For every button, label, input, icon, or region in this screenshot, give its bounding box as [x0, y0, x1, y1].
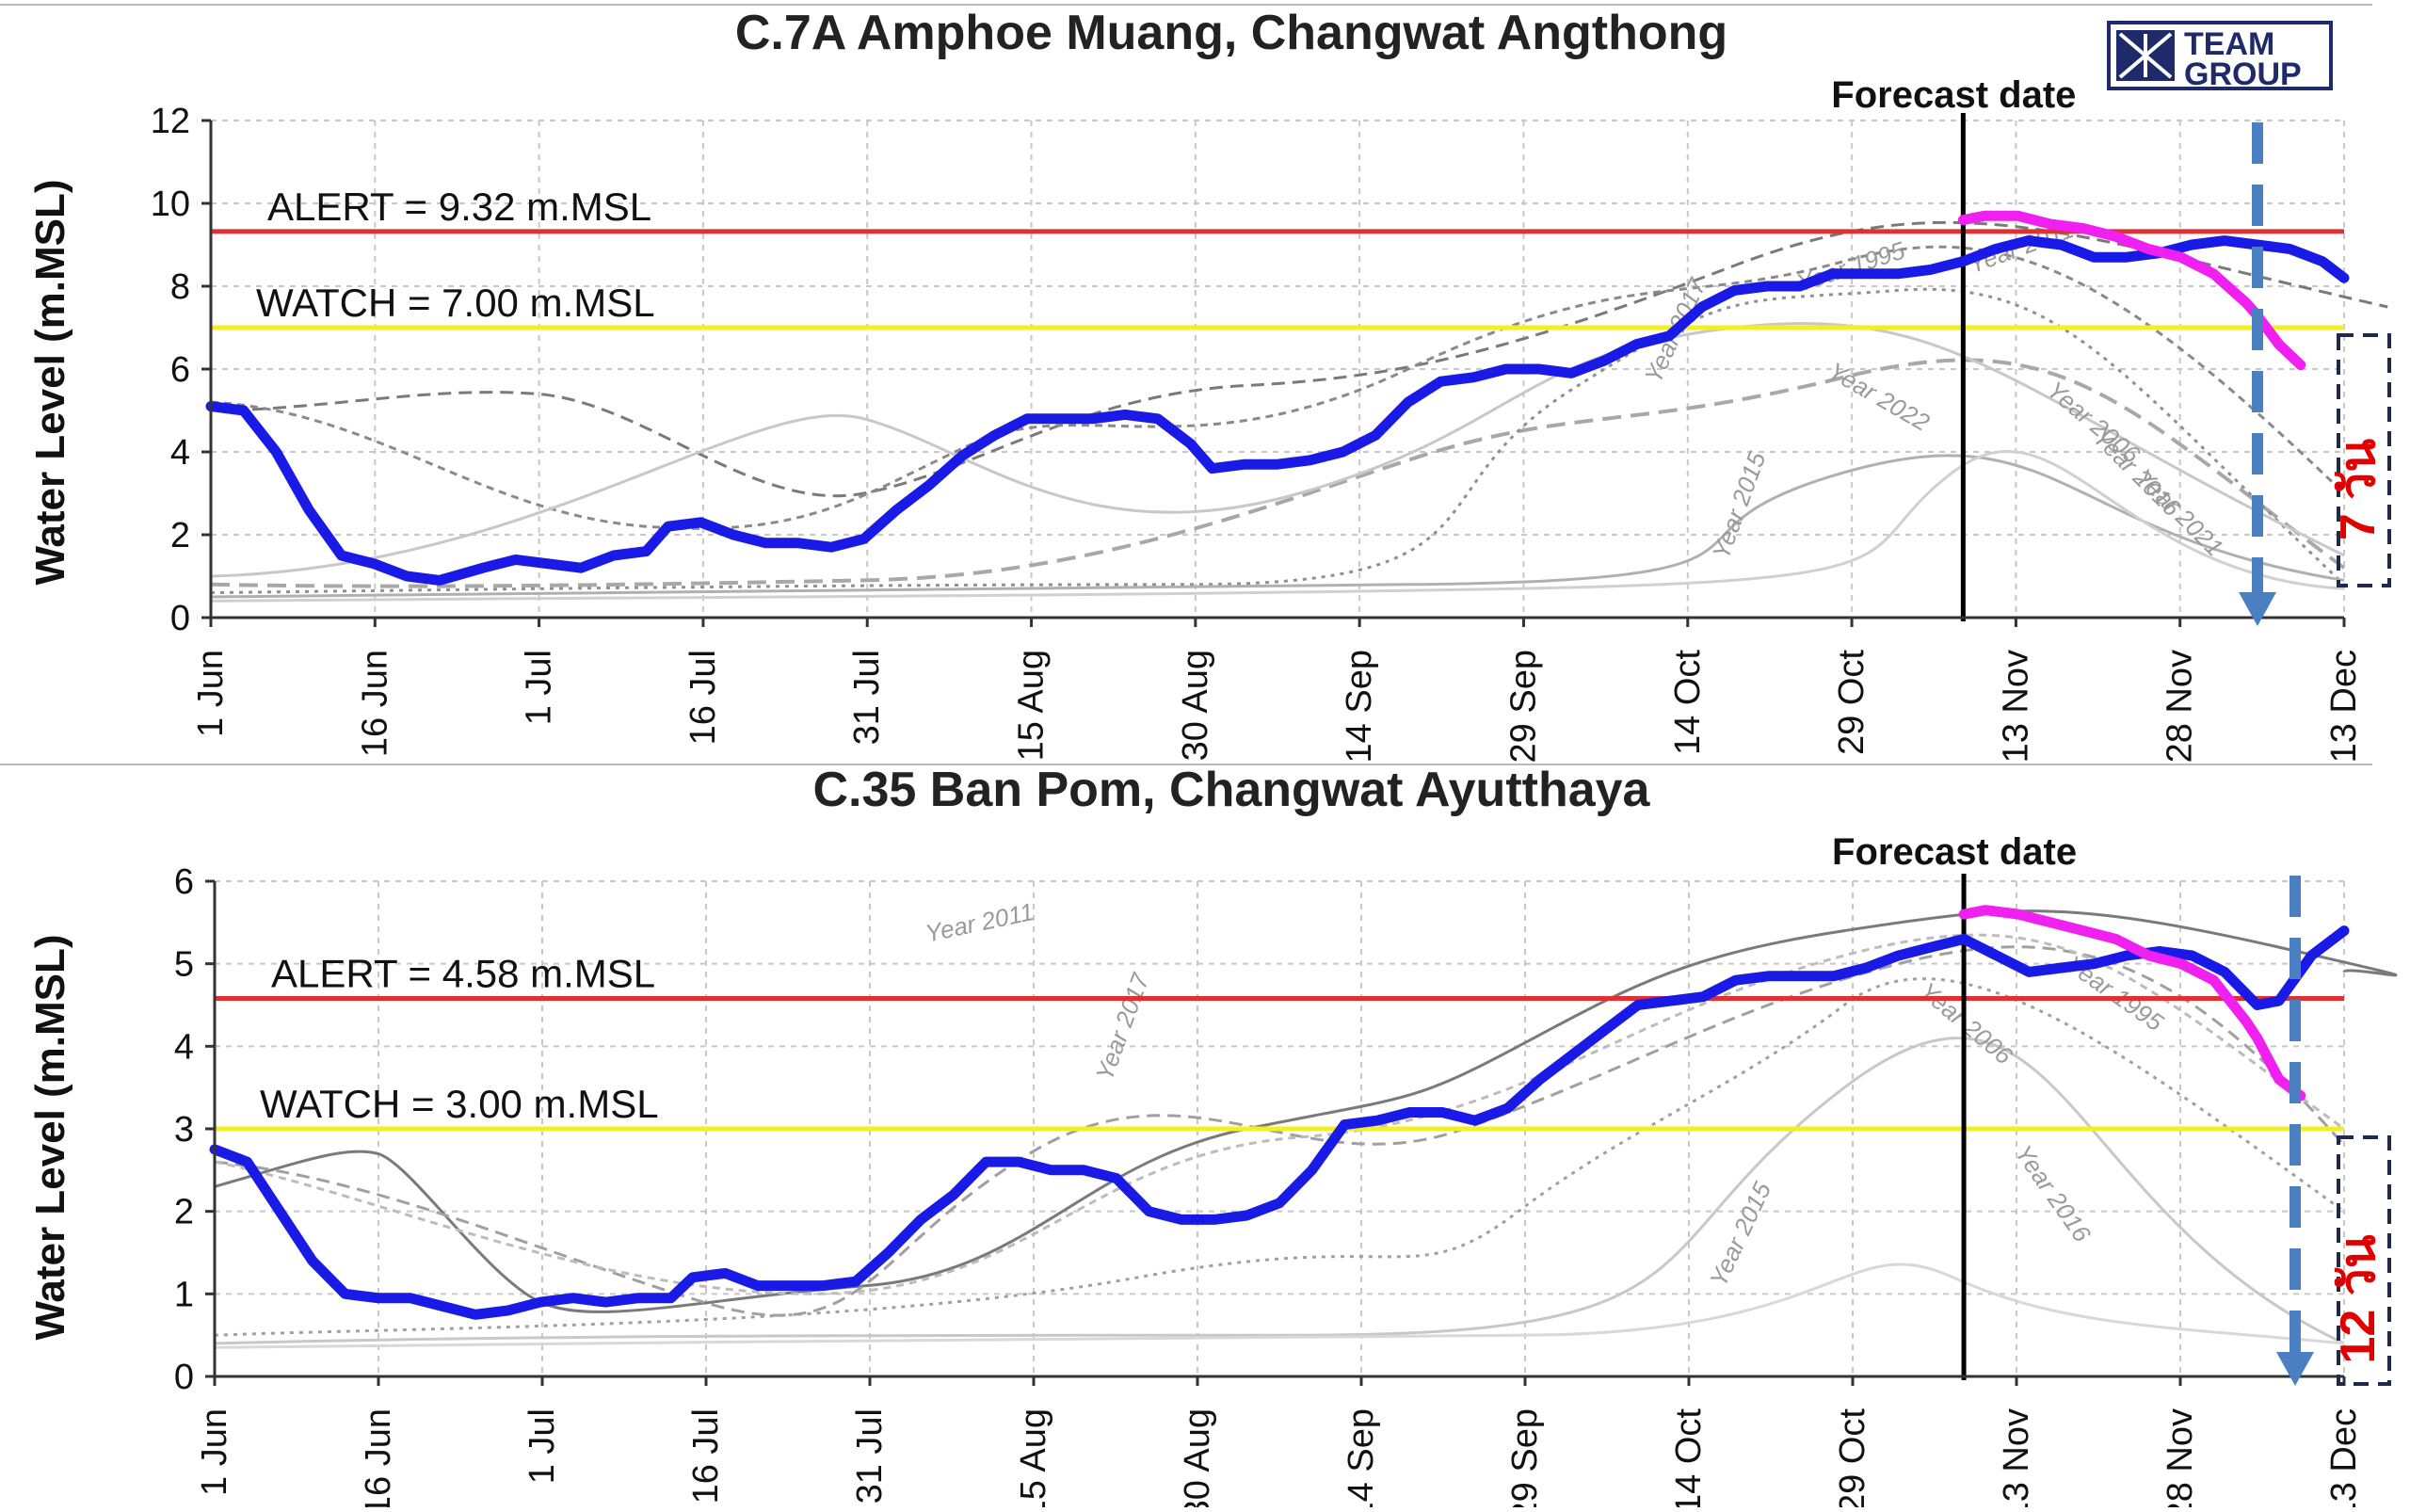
x-tick-label: 29 Oct — [1832, 650, 1872, 755]
x-tick-label: 29 Sep — [1505, 1408, 1545, 1507]
historical-year-line — [210, 358, 2346, 588]
historical-year-line — [210, 287, 2346, 595]
historical-year-line — [214, 977, 2345, 1337]
y-tick-label: 6 — [174, 862, 194, 902]
x-tick-label: 1 Jun — [191, 650, 231, 737]
y-tick-label: 6 — [170, 350, 190, 390]
y-tick-label: 12 — [151, 102, 190, 141]
duration-arrow-head-icon — [2276, 1352, 2314, 1386]
historical-year-label: Year 2015 — [1704, 1177, 1777, 1291]
chart-c35: C.35 Ban Pom, Changwat Ayutthaya Water L… — [27, 763, 2398, 1512]
duration-bracket — [2337, 1135, 2391, 1386]
x-tick-label: 31 Jul — [847, 650, 887, 745]
historical-year-line — [210, 450, 2345, 603]
historical-year-line — [210, 220, 2388, 498]
observed-water-level-line — [209, 925, 2350, 1320]
y-tick-label: 2 — [174, 1193, 194, 1232]
x-tick-label: 15 Aug — [1014, 1408, 1053, 1507]
y-tick-label: 4 — [170, 433, 190, 473]
chart-c7a-title: C.7A Amphoe Muang, Changwat Angthong — [735, 6, 1727, 60]
y-tick-label: 10 — [151, 185, 190, 224]
x-tick-label: 29 Oct — [1833, 1408, 1872, 1507]
y-tick-label: 4 — [174, 1027, 194, 1067]
historical-year-line — [214, 909, 2398, 1313]
x-tick-label: 15 Aug — [1012, 650, 1052, 761]
y-tick-label: 1 — [174, 1275, 194, 1314]
historical-year-line — [214, 1263, 2345, 1349]
forecast-date-label: Forecast date — [1832, 831, 2077, 873]
chart-c35-series: Forecast date — [209, 831, 2350, 1380]
historical-year-line — [210, 454, 2345, 599]
watch-threshold-label: WATCH = 3.00 m.MSL — [260, 1082, 659, 1126]
x-tick-label: 13 Dec — [2324, 650, 2364, 763]
x-tick-label: 29 Sep — [1503, 650, 1543, 763]
alert-threshold-label: ALERT = 9.32 m.MSL — [267, 185, 651, 229]
x-tick-label: 16 Jun — [359, 1408, 398, 1507]
x-tick-label: 13 Dec — [2324, 1408, 2364, 1507]
y-tick-label: 0 — [170, 599, 190, 638]
x-tick-label: 28 Nov — [2161, 650, 2200, 763]
y-tick-label: 0 — [174, 1358, 194, 1397]
x-tick-label: 16 Jul — [683, 650, 723, 745]
logo-line-1: TEAM — [2184, 26, 2274, 62]
chart-c7a-grid — [210, 120, 2345, 619]
forecast-water-level-line — [1958, 905, 2306, 1102]
watch-threshold-label: WATCH = 7.00 m.MSL — [256, 281, 655, 325]
chart-c7a-series: Forecast date — [205, 74, 2350, 621]
chart-c35-thresholds: ALERT = 4.58 m.MSL WATCH = 3.00 m.MSL — [215, 951, 2344, 1132]
chart-c7a-annotations: 7 วัน — [2239, 122, 2391, 626]
x-tick-label: 30 Aug — [1176, 650, 1215, 761]
x-tick-label: 14 Oct — [1668, 650, 1708, 755]
x-tick-label: 16 Jun — [355, 650, 394, 757]
x-tick-label: 1 Jun — [195, 1408, 234, 1496]
y-tick-label: 8 — [170, 267, 190, 307]
historical-year-label: Year 2011 — [923, 897, 1036, 948]
historical-year-line — [210, 245, 2346, 530]
duration-bracket — [2337, 333, 2391, 587]
y-tick-label: 2 — [170, 516, 190, 555]
chart-c7a-thresholds: ALERT = 9.32 m.MSL WATCH = 7.00 m.MSL — [211, 185, 2344, 330]
y-tick-label: 5 — [174, 945, 194, 985]
x-tick-label: 16 Jul — [686, 1408, 726, 1504]
x-tick-label: 1 Jul — [520, 650, 559, 725]
chart-c35-title: C.35 Ban Pom, Changwat Ayutthaya — [813, 763, 1651, 817]
logo-line-2: GROUP — [2184, 56, 2302, 92]
x-tick-label: 14 Sep — [1340, 650, 1379, 763]
x-tick-label: 14 Oct — [1669, 1408, 1709, 1507]
chart-c35-ylabel: Water Level (m.MSL) — [27, 934, 73, 1340]
x-tick-label: 13 Nov — [1997, 1408, 2036, 1507]
chart-c35-axes: 0 1 2 3 4 5 6 1 Jun 16 Jun 1 Jul 16 Jul 31 Jul 15 Au… — [174, 862, 2364, 1512]
logo-mark-icon — [2118, 32, 2173, 79]
chart-c7a-ylabel: Water Level (m.MSL) — [27, 179, 73, 585]
x-tick-label: 14 Sep — [1342, 1408, 1381, 1507]
historical-year-line — [214, 933, 2345, 1295]
historical-year-label: Year 2016 — [2009, 1139, 2097, 1247]
x-tick-label: 31 Jul — [850, 1408, 890, 1504]
x-tick-label: 13 Nov — [1996, 650, 2035, 763]
historical-year-label: Year 2006 — [1915, 976, 2019, 1070]
chart-c35-annotations: 12 วัน — [2276, 876, 2391, 1386]
duration-label: 12 วัน — [2331, 1234, 2386, 1363]
team-group-logo: TEAM GROUP — [2107, 21, 2333, 92]
chart-c7a: C.7A Amphoe Muang, Changwat Angthong Wat… — [27, 6, 2391, 763]
historical-year-line — [210, 322, 2345, 578]
duration-arrow-head-icon — [2239, 592, 2276, 626]
alert-threshold-label: ALERT = 4.58 m.MSL — [271, 951, 655, 995]
historical-year-label: Year 2017 — [1090, 968, 1155, 1084]
y-tick-label: 3 — [174, 1110, 194, 1150]
forecast-date-label: Forecast date — [1831, 74, 2076, 116]
observed-water-level-line — [205, 235, 2350, 586]
x-tick-label: 28 Nov — [2161, 1408, 2200, 1507]
duration-label: 7 วัน — [2331, 438, 2386, 540]
x-tick-label: 30 Aug — [1178, 1408, 1217, 1507]
historical-year-line — [214, 1037, 2345, 1345]
x-tick-label: 1 Jul — [522, 1408, 562, 1484]
historical-year-label: Year 2021 — [2130, 463, 2229, 562]
chart-c7a-axes: 0 2 4 6 8 10 12 1 Jun 16 Jun 1 Jul 16 Jul 31 Jul 15 … — [151, 102, 2364, 763]
